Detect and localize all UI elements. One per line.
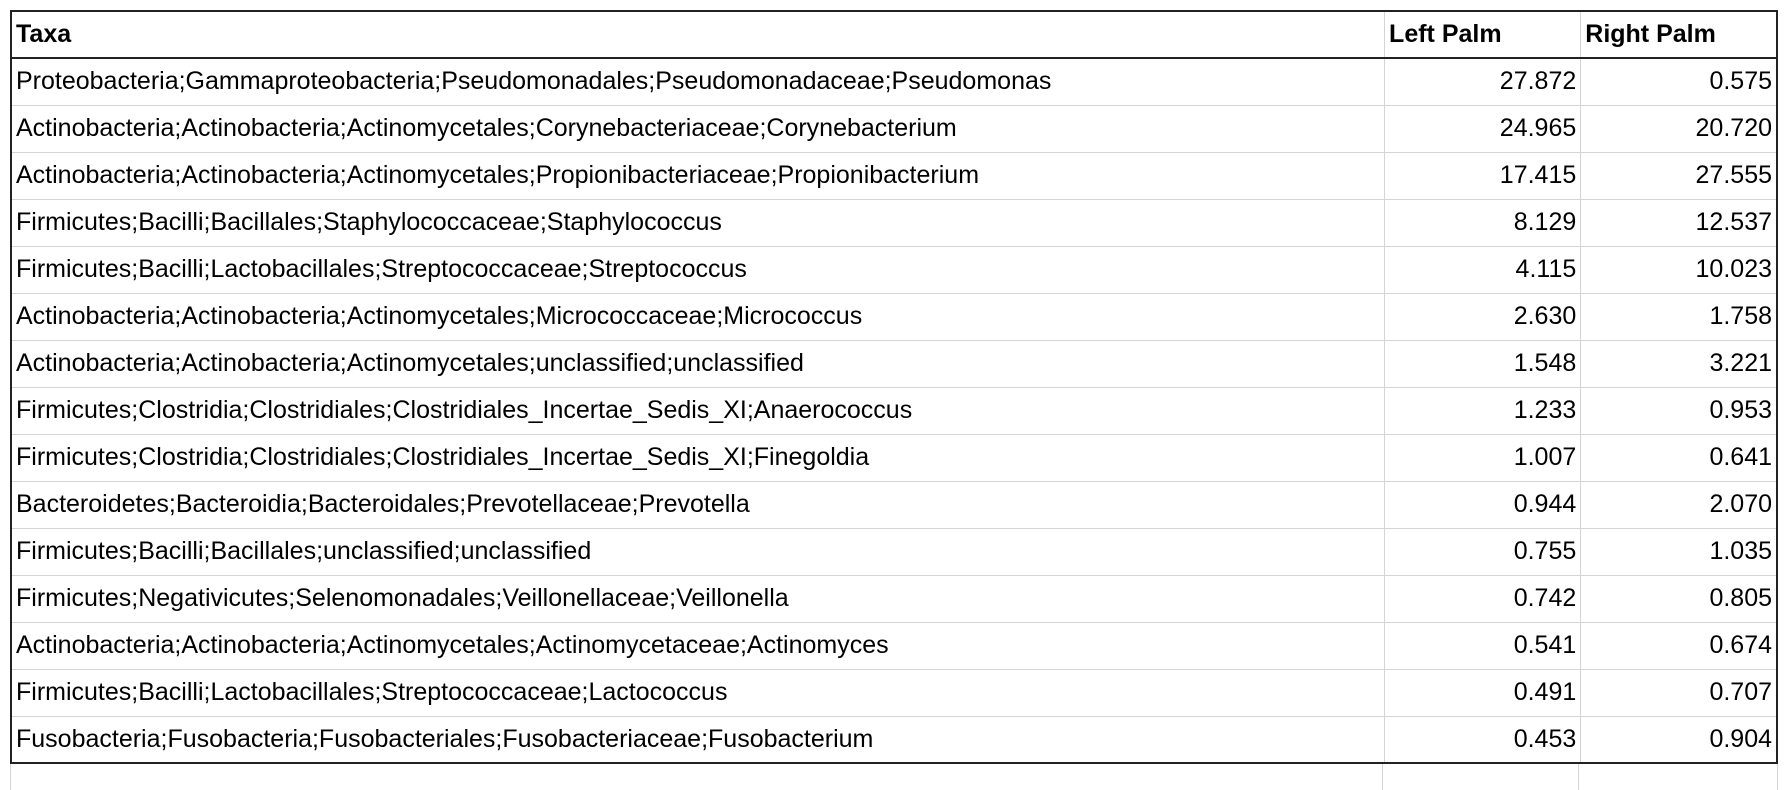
header-right-palm[interactable]: Right Palm xyxy=(1580,10,1779,59)
table-row: Actinobacteria;Actinobacteria;Actinomyce… xyxy=(10,105,1779,153)
table-row: Firmicutes;Bacilli;Bacillales;Staphyloco… xyxy=(10,199,1779,247)
cell-right-palm[interactable]: 0.805 xyxy=(1580,575,1779,623)
cell-taxa[interactable]: Firmicutes;Bacilli;Lactobacillales;Strep… xyxy=(10,246,1386,294)
cell-right-palm[interactable]: 10.023 xyxy=(1580,246,1779,294)
cell-taxa[interactable]: Firmicutes;Bacilli;Lactobacillales;Strep… xyxy=(10,669,1386,717)
cell-taxa[interactable]: Actinobacteria;Actinobacteria;Actinomyce… xyxy=(10,622,1386,670)
table-row: Firmicutes;Clostridia;Clostridiales;Clos… xyxy=(10,387,1779,435)
cell-right-palm[interactable]: 0.575 xyxy=(1580,58,1779,106)
cell-taxa[interactable]: Bacteroidetes;Bacteroidia;Bacteroidales;… xyxy=(10,481,1386,529)
cell-right-palm[interactable]: 2.070 xyxy=(1580,481,1779,529)
table-row: Firmicutes;Bacilli;Lactobacillales;Strep… xyxy=(10,246,1779,294)
cell-left-palm[interactable]: 0.541 xyxy=(1384,622,1582,670)
cell-left-palm[interactable]: 1.548 xyxy=(1384,340,1582,388)
gridline xyxy=(1382,764,1383,790)
cell-right-palm[interactable]: 0.674 xyxy=(1580,622,1779,670)
table-row: Firmicutes;Clostridia;Clostridiales;Clos… xyxy=(10,434,1779,482)
table-row: Actinobacteria;Actinobacteria;Actinomyce… xyxy=(10,152,1779,200)
table-row: Bacteroidetes;Bacteroidia;Bacteroidales;… xyxy=(10,481,1779,529)
table-row: Firmicutes;Bacilli;Lactobacillales;Strep… xyxy=(10,669,1779,717)
cell-left-palm[interactable]: 0.742 xyxy=(1384,575,1582,623)
taxa-table: Taxa Left Palm Right Palm Proteobacteria… xyxy=(10,10,1779,764)
gridline xyxy=(10,764,11,790)
cell-left-palm[interactable]: 0.453 xyxy=(1384,716,1582,764)
cell-left-palm[interactable]: 0.944 xyxy=(1384,481,1582,529)
cell-taxa[interactable]: Firmicutes;Clostridia;Clostridiales;Clos… xyxy=(10,387,1386,435)
cell-right-palm[interactable]: 3.221 xyxy=(1580,340,1779,388)
cell-right-palm[interactable]: 0.953 xyxy=(1580,387,1779,435)
cell-taxa[interactable]: Firmicutes;Bacilli;Bacillales;unclassifi… xyxy=(10,528,1386,576)
cell-taxa[interactable]: Actinobacteria;Actinobacteria;Actinomyce… xyxy=(10,293,1386,341)
cell-left-palm[interactable]: 17.415 xyxy=(1384,152,1582,200)
cell-taxa[interactable]: Actinobacteria;Actinobacteria;Actinomyce… xyxy=(10,340,1386,388)
cell-right-palm[interactable]: 12.537 xyxy=(1580,199,1779,247)
cell-left-palm[interactable]: 1.233 xyxy=(1384,387,1582,435)
header-row: Taxa Left Palm Right Palm xyxy=(10,10,1779,59)
cell-left-palm[interactable]: 0.755 xyxy=(1384,528,1582,576)
table-row: Actinobacteria;Actinobacteria;Actinomyce… xyxy=(10,293,1779,341)
table-row: Proteobacteria;Gammaproteobacteria;Pseud… xyxy=(10,58,1779,106)
table-body: Proteobacteria;Gammaproteobacteria;Pseud… xyxy=(10,58,1779,764)
cell-left-palm[interactable]: 1.007 xyxy=(1384,434,1582,482)
cell-right-palm[interactable]: 0.707 xyxy=(1580,669,1779,717)
cell-left-palm[interactable]: 4.115 xyxy=(1384,246,1582,294)
cell-right-palm[interactable]: 1.035 xyxy=(1580,528,1779,576)
grid-overflow xyxy=(10,764,1778,790)
header-left-palm[interactable]: Left Palm xyxy=(1384,10,1582,59)
table-row: Actinobacteria;Actinobacteria;Actinomyce… xyxy=(10,622,1779,670)
cell-right-palm[interactable]: 0.904 xyxy=(1580,716,1779,764)
cell-left-palm[interactable]: 0.491 xyxy=(1384,669,1582,717)
cell-right-palm[interactable]: 1.758 xyxy=(1580,293,1779,341)
cell-taxa[interactable]: Actinobacteria;Actinobacteria;Actinomyce… xyxy=(10,105,1386,153)
cell-taxa[interactable]: Firmicutes;Negativicutes;Selenomonadales… xyxy=(10,575,1386,623)
gridline xyxy=(1578,764,1579,790)
header-taxa[interactable]: Taxa xyxy=(10,10,1386,59)
cell-left-palm[interactable]: 27.872 xyxy=(1384,58,1582,106)
cell-taxa[interactable]: Proteobacteria;Gammaproteobacteria;Pseud… xyxy=(10,58,1386,106)
cell-right-palm[interactable]: 20.720 xyxy=(1580,105,1779,153)
table-row: Fusobacteria;Fusobacteria;Fusobacteriale… xyxy=(10,716,1779,764)
gridline xyxy=(1777,764,1778,790)
cell-taxa[interactable]: Actinobacteria;Actinobacteria;Actinomyce… xyxy=(10,152,1386,200)
cell-left-palm[interactable]: 8.129 xyxy=(1384,199,1582,247)
table-row: Actinobacteria;Actinobacteria;Actinomyce… xyxy=(10,340,1779,388)
cell-right-palm[interactable]: 27.555 xyxy=(1580,152,1779,200)
cell-left-palm[interactable]: 2.630 xyxy=(1384,293,1582,341)
table-row: Firmicutes;Bacilli;Bacillales;unclassifi… xyxy=(10,528,1779,576)
spreadsheet: Taxa Left Palm Right Palm Proteobacteria… xyxy=(10,10,1779,764)
cell-right-palm[interactable]: 0.641 xyxy=(1580,434,1779,482)
cell-taxa[interactable]: Firmicutes;Clostridia;Clostridiales;Clos… xyxy=(10,434,1386,482)
cell-taxa[interactable]: Fusobacteria;Fusobacteria;Fusobacteriale… xyxy=(10,716,1386,764)
cell-left-palm[interactable]: 24.965 xyxy=(1384,105,1582,153)
cell-taxa[interactable]: Firmicutes;Bacilli;Bacillales;Staphyloco… xyxy=(10,199,1386,247)
table-row: Firmicutes;Negativicutes;Selenomonadales… xyxy=(10,575,1779,623)
